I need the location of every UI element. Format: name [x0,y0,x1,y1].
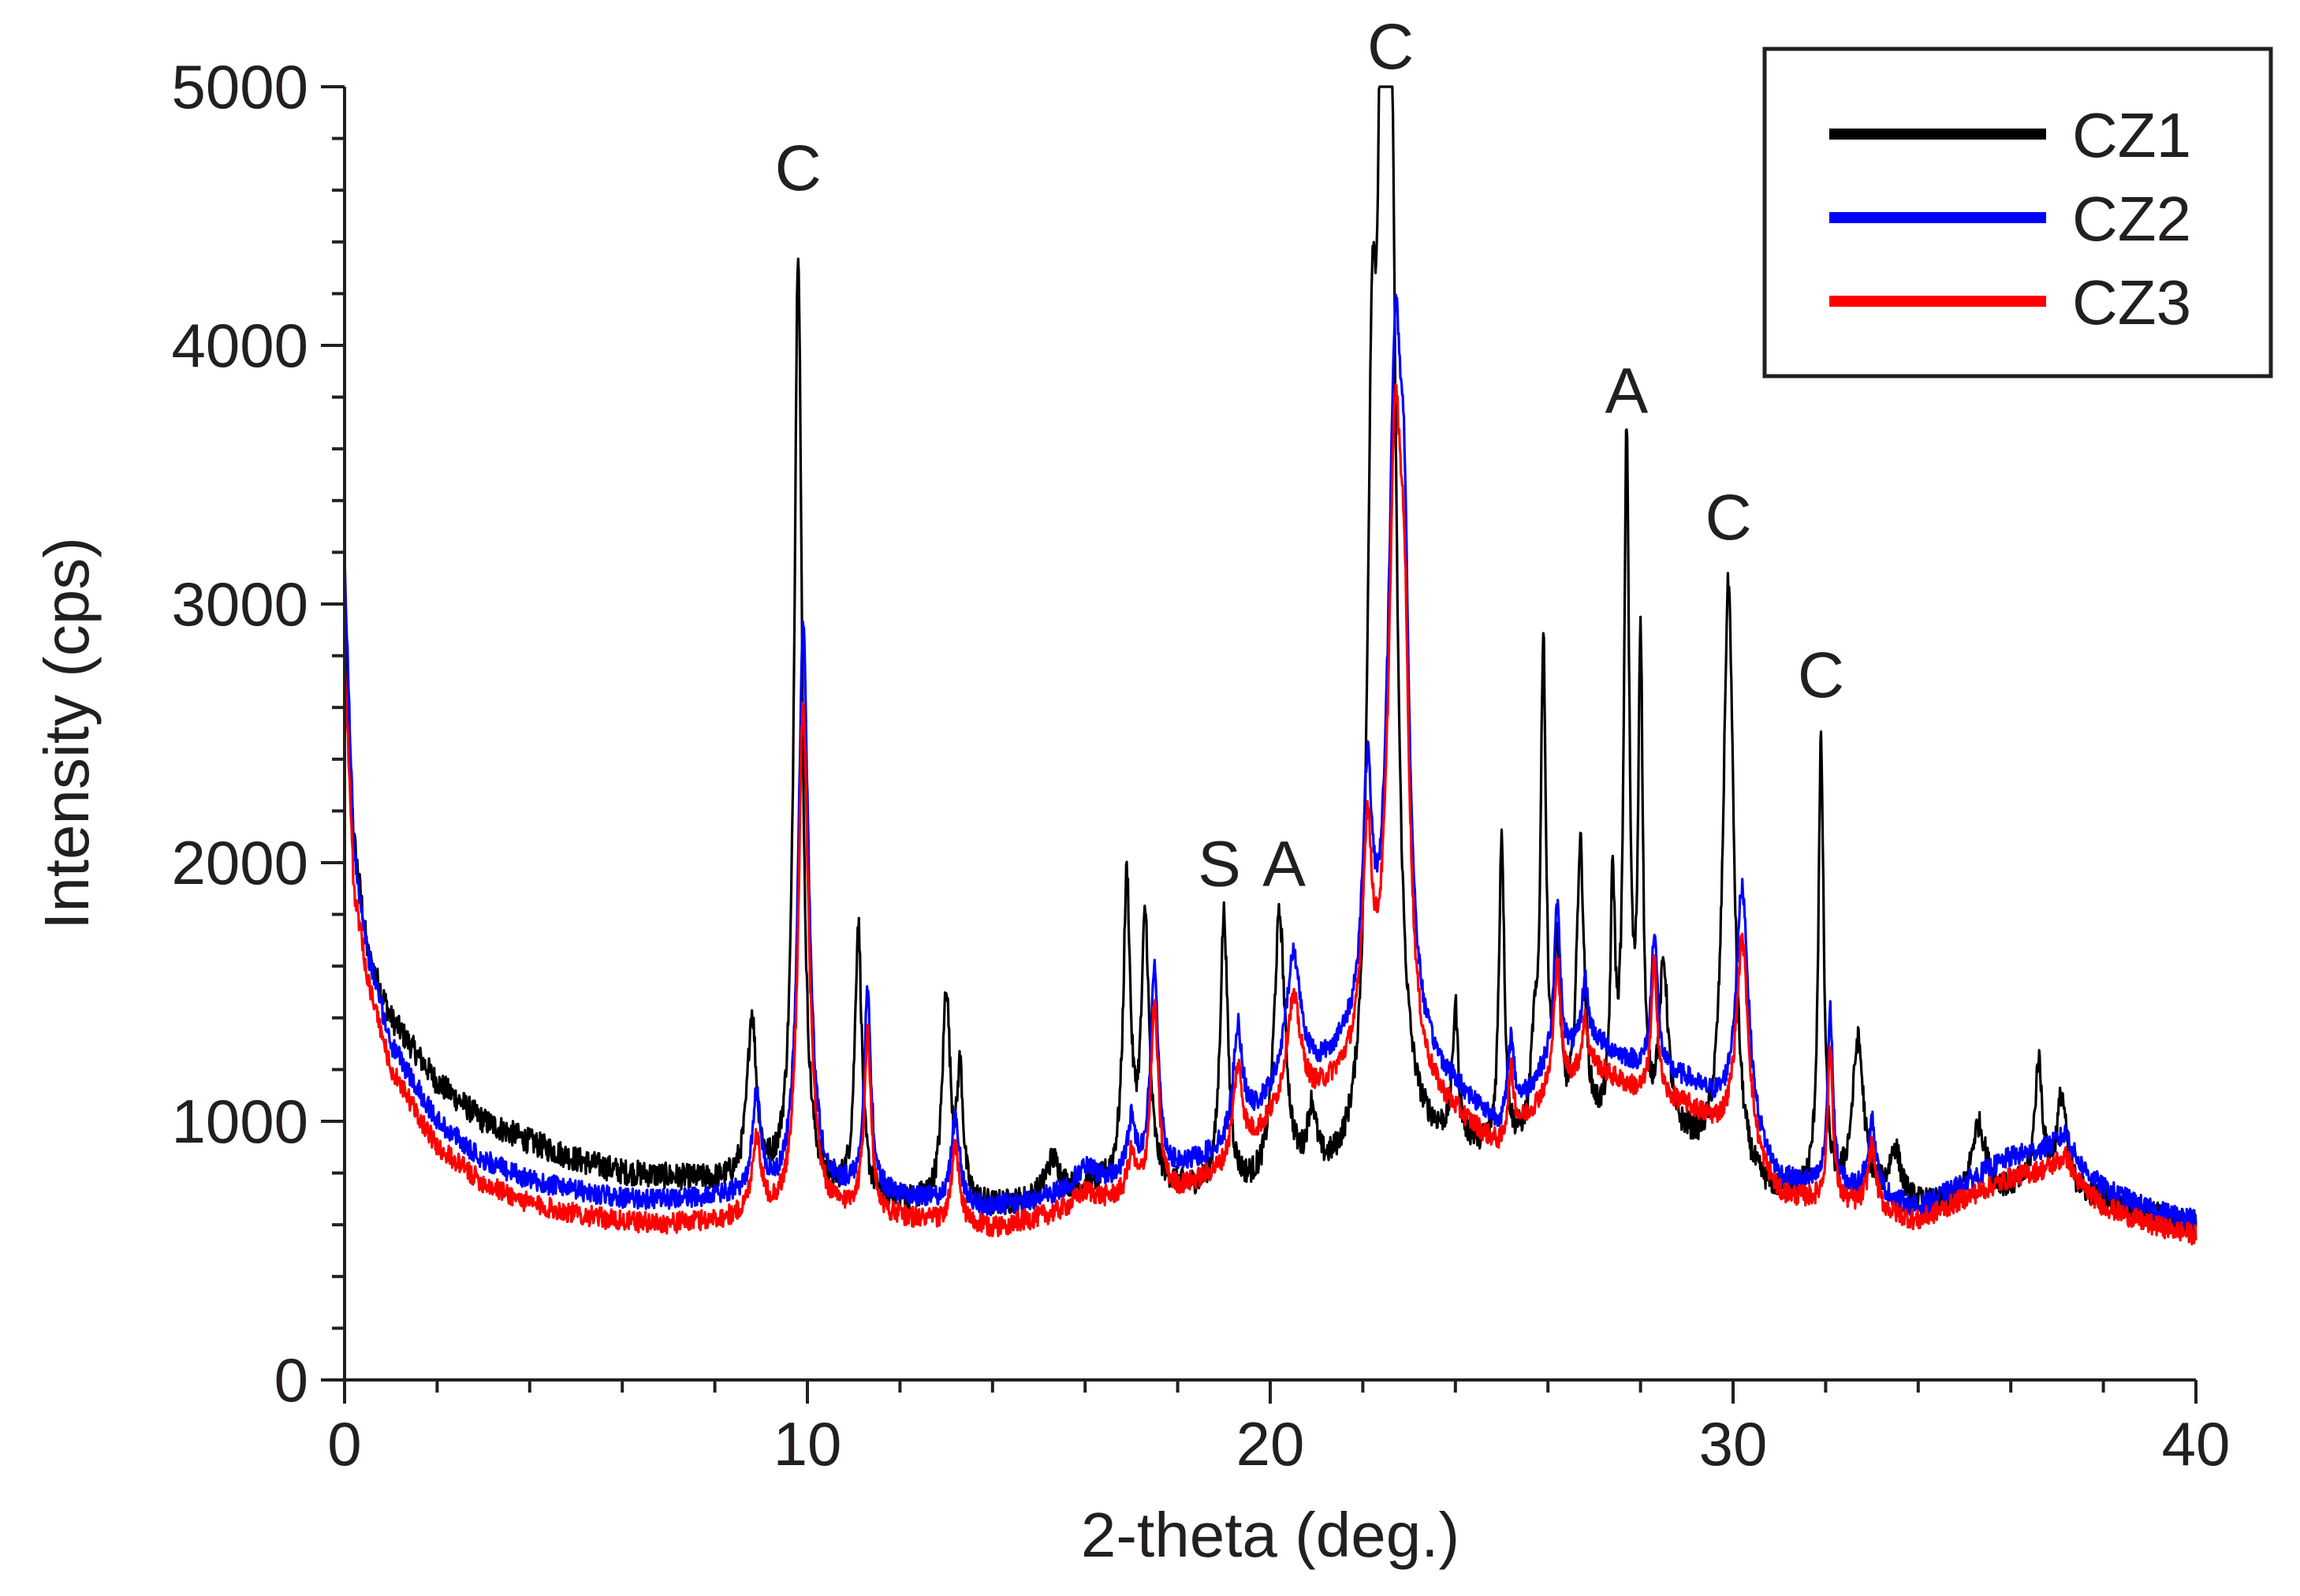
series-line-cz3 [343,383,2197,1246]
series-layer [343,85,2197,1246]
peak-label: C [1705,482,1752,554]
ticks: 0 10 20 30 40 0 1000 2000 3000 4000 5000 [171,52,2230,1479]
peak-label: C [775,132,822,204]
y-tick-label: 0 [274,1345,308,1415]
x-axis-title: 2-theta (deg.) [1081,1500,1459,1570]
legend: CZ1 CZ2 CZ3 [1762,47,2273,378]
peak-label: A [1605,355,1649,427]
peak-label: C [1798,640,1844,711]
peak-label: A [1262,829,1306,901]
y-tick-label: 3000 [171,569,308,639]
y-tick-label: 1000 [171,1087,308,1156]
y-tick-label: 4000 [171,311,308,380]
peak-label: C [1367,11,1414,83]
x-tick-label: 0 [327,1409,361,1479]
y-axis-title: Intensity (cps) [32,537,102,930]
axes: 0 10 20 30 40 0 1000 2000 3000 4000 5000 2-theta (… [32,52,2230,1570]
legend-label-cz1: CZ1 [2072,100,2191,170]
x-tick-label: 30 [1699,1409,1768,1479]
x-tick-label: 40 [2162,1409,2231,1479]
series-line-cz2 [343,293,2197,1229]
x-tick-label: 20 [1236,1409,1305,1479]
peak-label: S [1198,829,1241,901]
legend-label-cz2: CZ2 [2072,184,2191,254]
x-tick-label: 10 [774,1409,842,1479]
legend-items: CZ1 CZ2 CZ3 [1829,100,2191,337]
y-tick-label: 2000 [171,828,308,897]
y-tick-label: 5000 [171,52,308,121]
legend-label-cz3: CZ3 [2072,267,2191,337]
